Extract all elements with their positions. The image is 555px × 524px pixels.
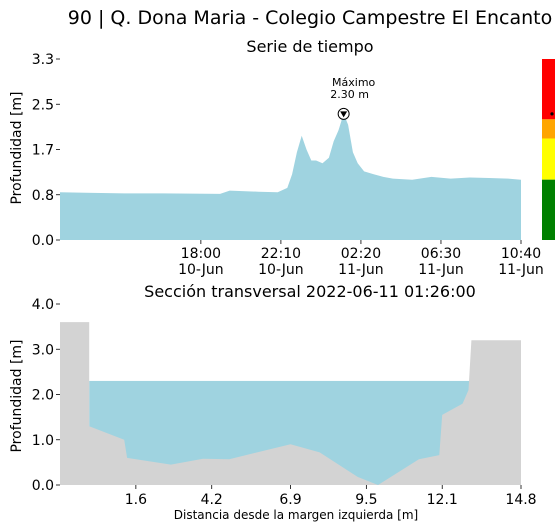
y-tick-label: 3.0: [32, 342, 54, 358]
y-tick-label: 0.8: [32, 188, 54, 204]
ground-profile: [60, 322, 521, 485]
time-series-chart: Serie de tiempo Profundidad [m] 0.0 0.8 1.…: [9, 37, 544, 278]
y-tick-label: 4.0: [32, 297, 54, 313]
x-tick-label: 18:00: [181, 246, 221, 262]
y-tick-label: 3.3: [32, 52, 54, 68]
cross-section-ylabel: Profundidad [m]: [9, 339, 25, 452]
x-tick-label: 10:40: [501, 246, 541, 262]
time-series-ylabel: Profundidad [m]: [9, 91, 25, 204]
alert-level-bar: [542, 59, 555, 240]
x-tick-label: 22:10: [261, 246, 301, 262]
x-tick-label: 14.8: [505, 492, 536, 508]
y-tick-label: 0.0: [32, 233, 54, 249]
y-tick-label: 1.7: [32, 143, 54, 159]
time-series-title: Serie de tiempo: [246, 37, 373, 56]
alert-current-marker: [550, 112, 554, 116]
x-tick-label: 06:30: [421, 246, 461, 262]
cross-section-title: Sección transversal 2022-06-11 01:26:00: [144, 282, 476, 301]
y-tick-label: 2.5: [32, 97, 54, 113]
max-annotation-value: 2.30 m: [330, 88, 369, 101]
alert-level-segment: [542, 179, 555, 240]
max-annotation-label: Máximo: [332, 76, 376, 89]
x-tick-label: 12.1: [427, 492, 458, 508]
x-tick-label: 02:20: [341, 246, 381, 262]
x-tick-date-label: 10-Jun: [178, 262, 224, 278]
x-tick-label: 6.9: [279, 492, 301, 508]
max-marker-triangle: [340, 111, 348, 118]
x-tick-date-label: 10-Jun: [258, 262, 304, 278]
x-tick-label: 1.6: [125, 492, 147, 508]
y-tick-label: 0.0: [32, 478, 54, 494]
alert-level-segment: [542, 59, 555, 120]
x-tick-date-label: 11-Jun: [498, 262, 544, 278]
x-tick-date-label: 11-Jun: [418, 262, 464, 278]
x-tick-label: 4.2: [201, 492, 223, 508]
y-tick-label: 2.0: [32, 388, 54, 404]
x-tick-date-label: 11-Jun: [338, 262, 384, 278]
depth-area: [60, 113, 521, 240]
cross-section-xlabel: Distancia desde la margen izquierda [m]: [174, 508, 418, 522]
cross-section-chart: Sección transversal 2022-06-11 01:26:00 …: [9, 282, 537, 522]
x-tick-label: 9.5: [355, 492, 377, 508]
y-tick-label: 1.0: [32, 433, 54, 449]
alert-level-segment: [542, 119, 555, 139]
chart-main-title: 90 | Q. Dona Maria - Colegio Campestre E…: [68, 7, 552, 29]
alert-level-segment: [542, 138, 555, 180]
